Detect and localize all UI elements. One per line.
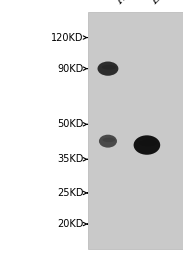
Text: Liver: Liver	[150, 0, 178, 6]
Ellipse shape	[139, 140, 158, 147]
Ellipse shape	[99, 135, 117, 148]
Ellipse shape	[134, 135, 160, 155]
Text: 90KD: 90KD	[57, 64, 83, 74]
Text: 20KD: 20KD	[57, 219, 83, 229]
Text: 50KD: 50KD	[57, 119, 83, 129]
Bar	[88, 12, 183, 249]
Ellipse shape	[102, 65, 116, 70]
Ellipse shape	[102, 138, 115, 142]
Text: 25KD: 25KD	[57, 188, 83, 198]
Ellipse shape	[98, 61, 118, 76]
Text: Hela: Hela	[115, 0, 141, 6]
Text: 120KD: 120KD	[51, 33, 83, 42]
Text: 35KD: 35KD	[57, 154, 83, 164]
